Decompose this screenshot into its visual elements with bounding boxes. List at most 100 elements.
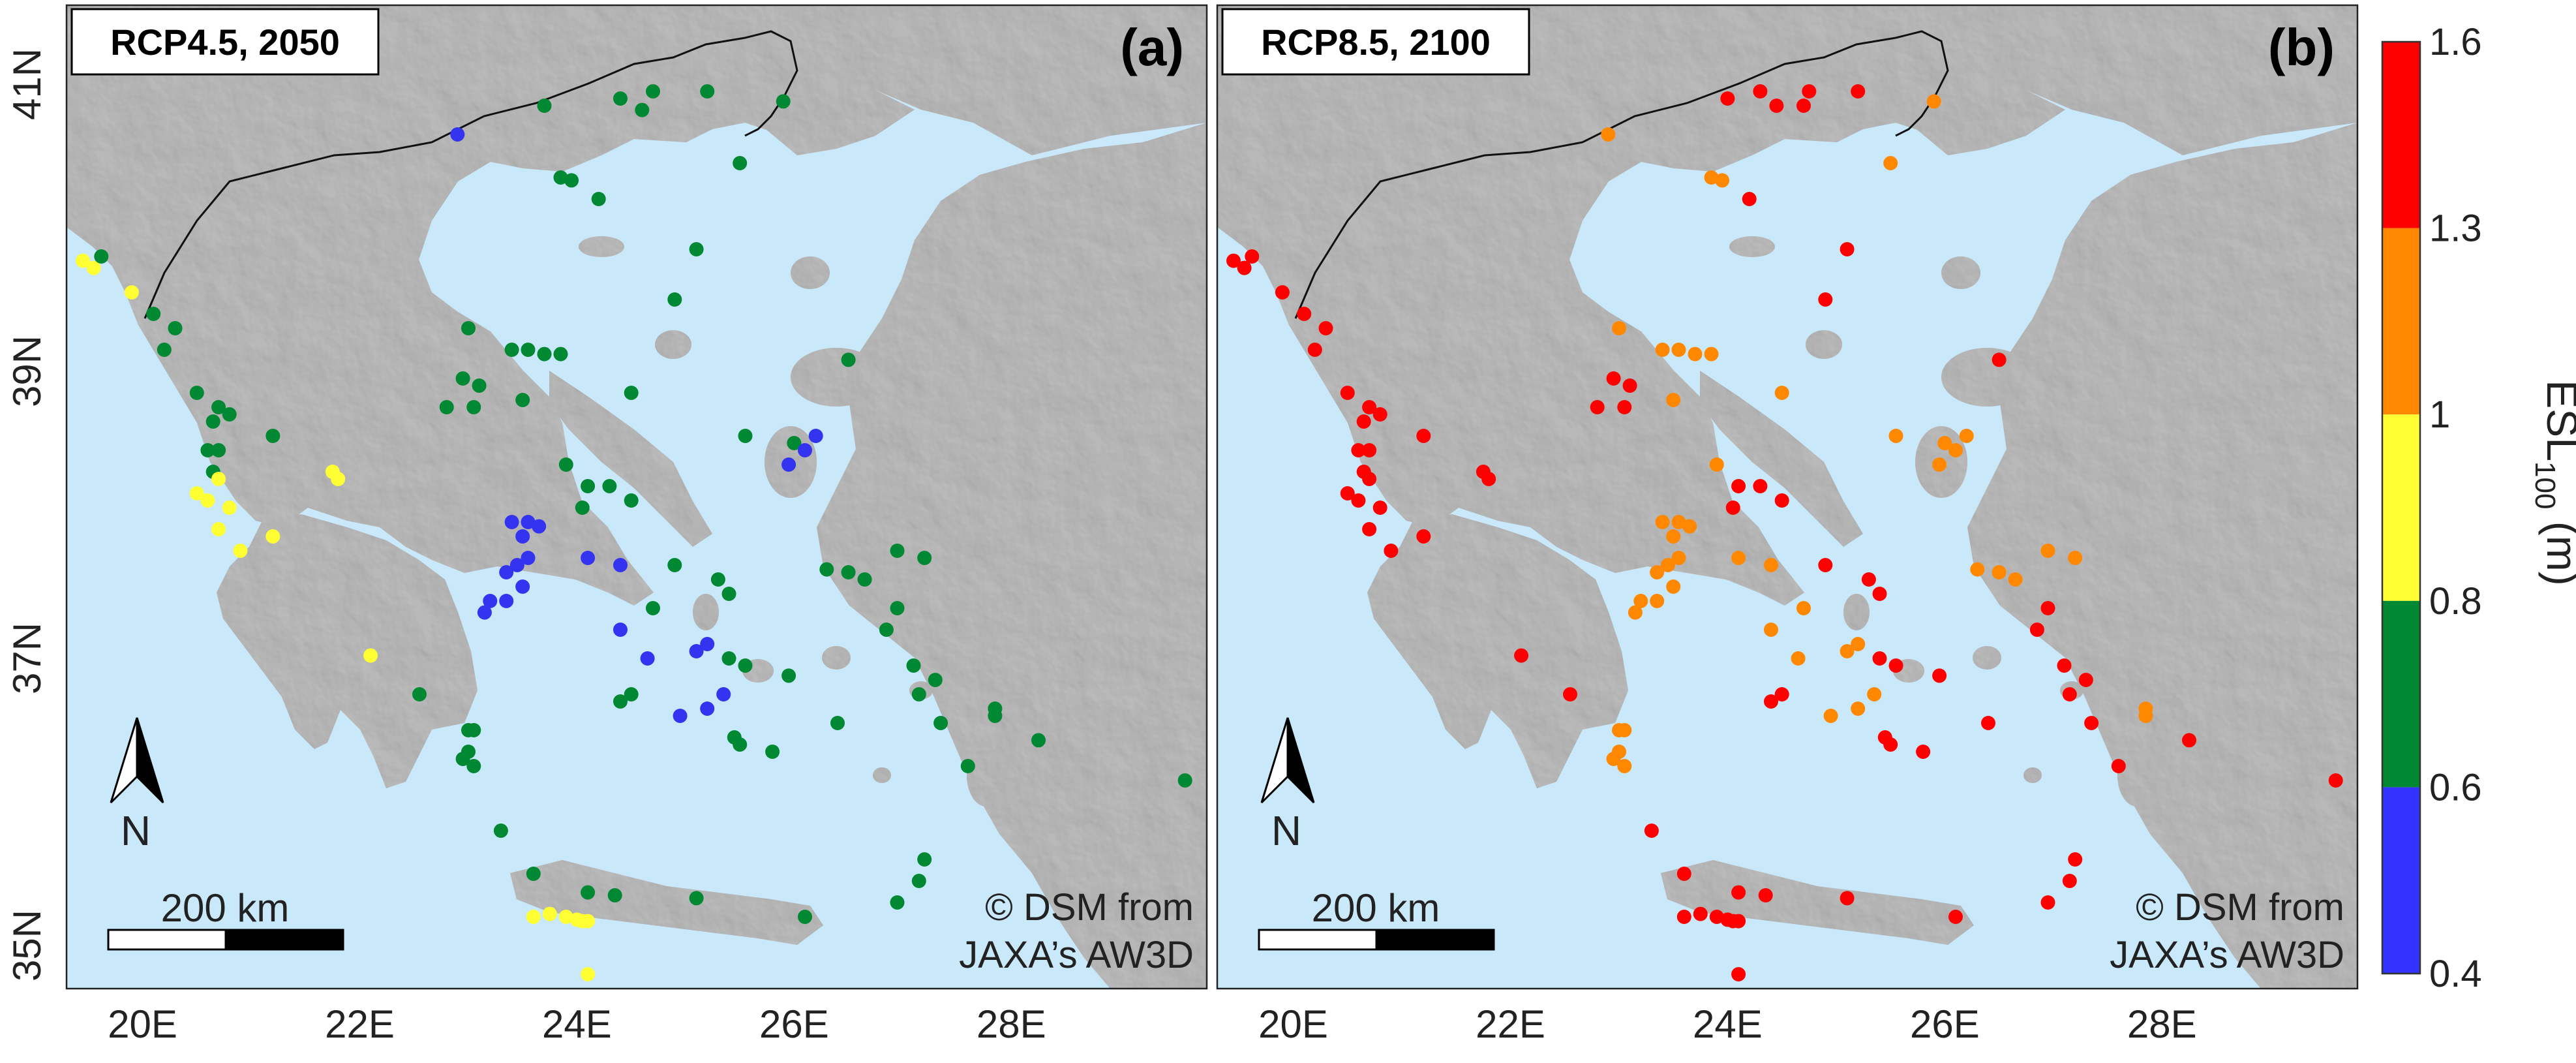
station-point-green [564, 173, 579, 188]
station-point-green [515, 393, 530, 407]
colorbar-label-sub: 100 [2529, 461, 2561, 509]
credit-line-1: © DSM from [2136, 886, 2344, 929]
station-point-orange [1628, 605, 1643, 620]
station-point-red [1731, 967, 1746, 981]
lon-tick-label: 20E [108, 1002, 177, 1046]
station-point-green [830, 716, 845, 730]
station-point-green [146, 307, 161, 321]
station-point-red [1362, 522, 1377, 536]
station-point-red [1888, 658, 1903, 673]
station-point-yellow [558, 910, 573, 924]
station-point-orange [1948, 443, 1963, 457]
station-point-red [1742, 192, 1757, 206]
station-point-yellow [86, 260, 101, 275]
station-point-green [602, 479, 617, 493]
station-point-green [558, 457, 573, 472]
station-point-red [1731, 914, 1746, 929]
station-point-red [1307, 343, 1322, 357]
station-point-blue [499, 565, 514, 579]
station-point-blue [689, 644, 704, 658]
station-point-blue [515, 529, 530, 544]
scale-bar: 200 km [107, 886, 344, 951]
station-point-blue [450, 127, 465, 142]
station-point-red [1753, 84, 1768, 99]
station-point-orange [1851, 637, 1866, 651]
station-point-green [461, 321, 476, 335]
lon-tick-label: 22E [325, 1002, 395, 1046]
lat-tick-label: 35N [5, 910, 49, 981]
station-point-green [738, 429, 753, 443]
station-point-orange [1937, 436, 1952, 450]
scale-bar: 200 km [1258, 886, 1495, 951]
station-point-orange [1704, 170, 1719, 185]
credit-line-2: JAXA’s AW3D [2110, 934, 2344, 976]
station-point-green [537, 347, 552, 362]
station-point-red [2084, 716, 2099, 730]
station-point-orange [1682, 519, 1697, 534]
station-point-yellow [124, 285, 139, 300]
station-point-red [2062, 874, 2077, 888]
station-point-red [1237, 260, 1252, 275]
station-point-yellow [76, 253, 90, 268]
lon-tick-label: 28E [977, 1002, 1046, 1046]
station-point-red [2029, 623, 2044, 637]
station-point-green [624, 493, 639, 508]
station-point-orange [1883, 156, 1898, 170]
station-point-red [1676, 867, 1691, 881]
station-point-orange [1655, 515, 1670, 529]
station-point-green [857, 572, 872, 587]
country-border [144, 30, 798, 319]
station-point-green [607, 888, 622, 902]
colorbar-tick-label: 0.6 [2429, 766, 2482, 809]
station-point-red [1851, 84, 1866, 99]
credit-line-1: © DSM from [985, 886, 1194, 929]
station-point-green [917, 852, 932, 867]
station-point-orange [1888, 429, 1903, 443]
station-point-red [1481, 472, 1496, 486]
station-point-green [211, 400, 226, 414]
station-point-green [635, 102, 650, 117]
station-point-green [472, 378, 487, 393]
station-point-green [222, 407, 237, 422]
station-point-red [1709, 910, 1724, 924]
station-point-green [1177, 773, 1192, 788]
station-point-green [157, 343, 172, 357]
station-point-green [689, 891, 704, 906]
station-points-b [1226, 84, 2343, 981]
station-point-red [1731, 885, 1746, 900]
station-point-red [2182, 733, 2196, 748]
station-point-green [553, 170, 568, 185]
station-point-orange [1774, 386, 1789, 400]
station-point-orange [1932, 457, 1947, 472]
station-point-green [733, 156, 748, 170]
station-point-green [906, 658, 921, 673]
station-point-blue [521, 515, 536, 529]
lat-tick-label: 39N [5, 335, 49, 407]
station-point-red [2040, 601, 2055, 615]
north-label: N [121, 807, 151, 854]
station-point-green [819, 562, 834, 577]
station-point-blue [515, 579, 530, 594]
station-point-red [1769, 99, 1784, 113]
station-point-yellow [211, 522, 226, 536]
station-point-green [205, 414, 220, 429]
station-point-red [1226, 253, 1241, 268]
station-point-orange [1666, 579, 1681, 594]
station-point-green [911, 687, 926, 701]
station-point-green [94, 249, 109, 264]
station-point-green [721, 651, 736, 666]
station-point-orange [1666, 529, 1681, 544]
station-point-red [1372, 501, 1387, 515]
station-point-orange [1704, 347, 1719, 362]
station-point-red [1725, 501, 1740, 515]
station-point-red [1362, 443, 1377, 457]
station-point-green [911, 874, 926, 888]
station-point-red [2328, 773, 2343, 788]
station-point-red [1351, 493, 1366, 508]
north-label: N [1271, 807, 1301, 854]
station-point-green [787, 436, 802, 450]
station-point-red [1774, 493, 1789, 508]
station-point-green [200, 443, 215, 457]
station-point-blue [509, 558, 524, 572]
station-point-orange [1851, 701, 1866, 716]
